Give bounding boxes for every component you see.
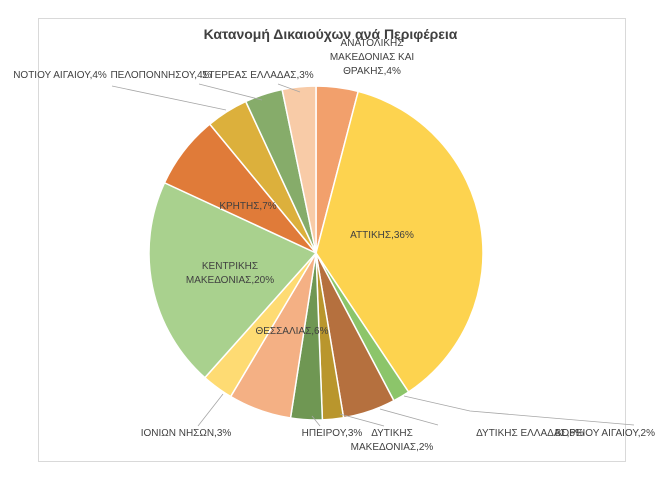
slice-label-12: ΣΤΕΡΕΑΣ ΕΛΛΑΔΑΣ,3% <box>202 70 314 81</box>
slice-label-10: ΝΟΤΙΟΥ ΑΙΓΑΙΟΥ,4% <box>13 70 107 81</box>
slice-label-0: ΑΝΑΤΟΛΙΚΗΣ ΜΑΚΕΔΟΝΙΑΣ ΚΑΙ ΘΡΑΚΗΣ,4% <box>330 38 414 77</box>
pie-slice-1 <box>315 90 484 394</box>
leader-line-11 <box>198 83 263 101</box>
leader-line-7 <box>197 393 224 427</box>
slice-label-9: ΚΡΗΤΗΣ,7% <box>219 201 276 212</box>
pie-slice-12 <box>281 85 317 254</box>
slice-label-1: ΑΤΤΙΚΗΣ,36% <box>350 230 414 241</box>
leader-line-5 <box>311 415 321 427</box>
slice-label-3: ΔΥΤΙΚΗΣ ΕΛΛΑΔΑΣ,5% <box>476 428 584 439</box>
slice-label-5: ΗΠΕΙΡΟΥ,3% <box>302 428 363 439</box>
leader-line-3 <box>379 408 439 426</box>
leader-line-2 <box>403 395 635 426</box>
slice-label-2: ΒΟΡΕΙΟΥ ΑΙΓΑΙΟΥ,2% <box>555 428 655 439</box>
slice-label-11: ΠΕΛΟΠΟΝΝΗΣΟΥ,4% <box>110 70 211 81</box>
chart-title: Κατανομή Δικαιούχων ανά Περιφέρεια <box>203 26 458 42</box>
slice-label-8: ΚΕΝΤΡΙΚΗΣ ΜΑΚΕΔΟΝΙΑΣ,20% <box>186 261 274 286</box>
pie-slice-8 <box>148 181 318 379</box>
leader-line-12 <box>277 83 301 93</box>
leader-line-4 <box>339 413 385 427</box>
slice-label-6: ΘΕΣΣΑΛΙΑΣ,6% <box>255 326 328 337</box>
leader-line-10 <box>111 85 227 111</box>
slice-label-4: ΔΥΤΙΚΗΣ ΜΑΚΕΔΟΝΙΑΣ,2% <box>351 428 434 453</box>
slice-label-7: ΙΟΝΙΩΝ ΝΗΣΩΝ,3% <box>141 428 232 439</box>
